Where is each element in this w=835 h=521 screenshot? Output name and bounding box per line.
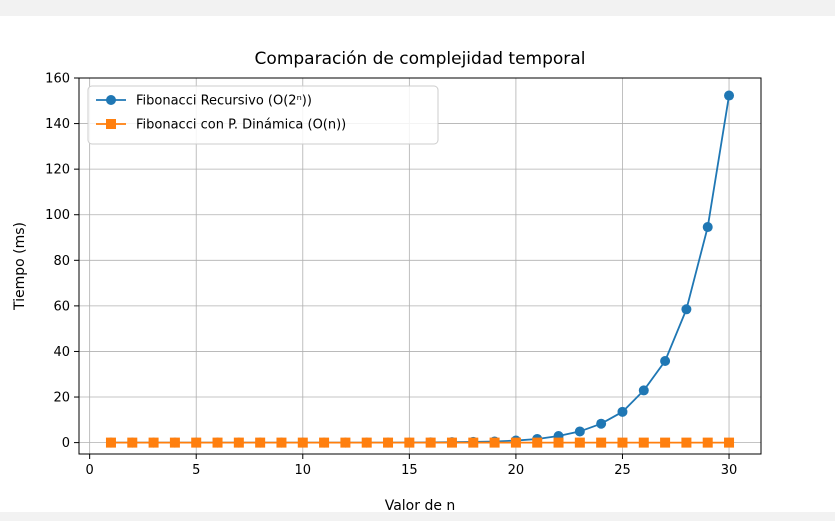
y-tick-label: 120 [45, 163, 70, 178]
y-tick-label: 80 [53, 254, 70, 269]
legend: Fibonacci Recursivo (O(2ⁿ)) Fibonacci con… [87, 85, 439, 145]
x-tick-label: 20 [508, 463, 525, 478]
y-tick-label: 40 [53, 345, 70, 360]
x-tick-label: 0 [86, 463, 94, 478]
x-axis-label: Valor de n [385, 498, 456, 512]
data-point-square [276, 437, 287, 448]
series-1 [105, 437, 735, 448]
data-point-square [468, 437, 479, 448]
y-axis-label: Tiempo (ms) [12, 222, 28, 311]
data-point-square [532, 437, 543, 448]
data-point-square [510, 437, 521, 448]
data-point-square [446, 437, 457, 448]
data-point-square [340, 437, 351, 448]
legend-marker-circle [106, 95, 116, 105]
data-point-circle [660, 356, 671, 367]
x-tick-label: 10 [295, 463, 312, 478]
y-tick-label: 100 [45, 208, 70, 223]
data-point-square [319, 437, 330, 448]
data-point-square [724, 437, 735, 448]
grid-layer [79, 77, 761, 454]
data-point-square [638, 437, 649, 448]
data-point-square [404, 437, 415, 448]
data-point-square [148, 437, 159, 448]
plot-frame [78, 77, 762, 455]
legend-label: Fibonacci Recursivo (O(2ⁿ)) [136, 94, 312, 109]
data-point-square [681, 437, 692, 448]
x-tick-label: 30 [721, 463, 738, 478]
data-point-square [233, 437, 244, 448]
legend-box [87, 85, 439, 145]
data-point-square [191, 437, 202, 448]
chart-svg: Comparación de complejidad temporal 0 5 10… [12, 49, 762, 512]
data-point-square [489, 437, 500, 448]
data-point-square [361, 437, 372, 448]
data-point-square [383, 437, 394, 448]
data-point-circle [724, 90, 735, 101]
data-point-circle [702, 222, 713, 233]
data-point-circle [596, 418, 607, 429]
y-tick-label: 60 [53, 299, 70, 314]
chart-canvas: Comparación de complejidad temporal 0 5 10… [0, 16, 835, 512]
data-point-square [702, 437, 713, 448]
series-line [110, 95, 730, 444]
data-point-square [297, 437, 308, 448]
tick-layer: 0 5 10 15 20 25 30 0 20 40 60 80 100 120 140 160 [45, 72, 737, 479]
data-point-square [127, 437, 138, 448]
data-point-square [553, 437, 564, 448]
data-point-square [212, 437, 223, 448]
x-tick-label: 25 [614, 463, 631, 478]
y-tick-label: 20 [53, 391, 70, 406]
legend-marker-square [106, 119, 116, 129]
data-point-circle [617, 406, 628, 417]
legend-label: Fibonacci con P. Dinámica (O(n)) [136, 118, 346, 133]
y-tick-label: 160 [45, 72, 70, 87]
data-point-square [105, 437, 116, 448]
data-point-square [574, 437, 585, 448]
data-point-square [596, 437, 607, 448]
data-point-circle [574, 426, 585, 437]
series-layer [105, 90, 735, 448]
data-point-square [255, 437, 266, 448]
chart-title: Comparación de complejidad temporal [255, 49, 586, 69]
data-point-square [425, 437, 436, 448]
x-tick-label: 15 [401, 463, 418, 478]
y-tick-label: 0 [62, 436, 70, 451]
data-point-square [617, 437, 628, 448]
data-point-square [169, 437, 180, 448]
x-tick-label: 5 [192, 463, 200, 478]
data-point-circle [638, 385, 649, 396]
data-point-square [660, 437, 671, 448]
data-point-circle [681, 304, 692, 315]
y-tick-label: 140 [45, 117, 70, 132]
